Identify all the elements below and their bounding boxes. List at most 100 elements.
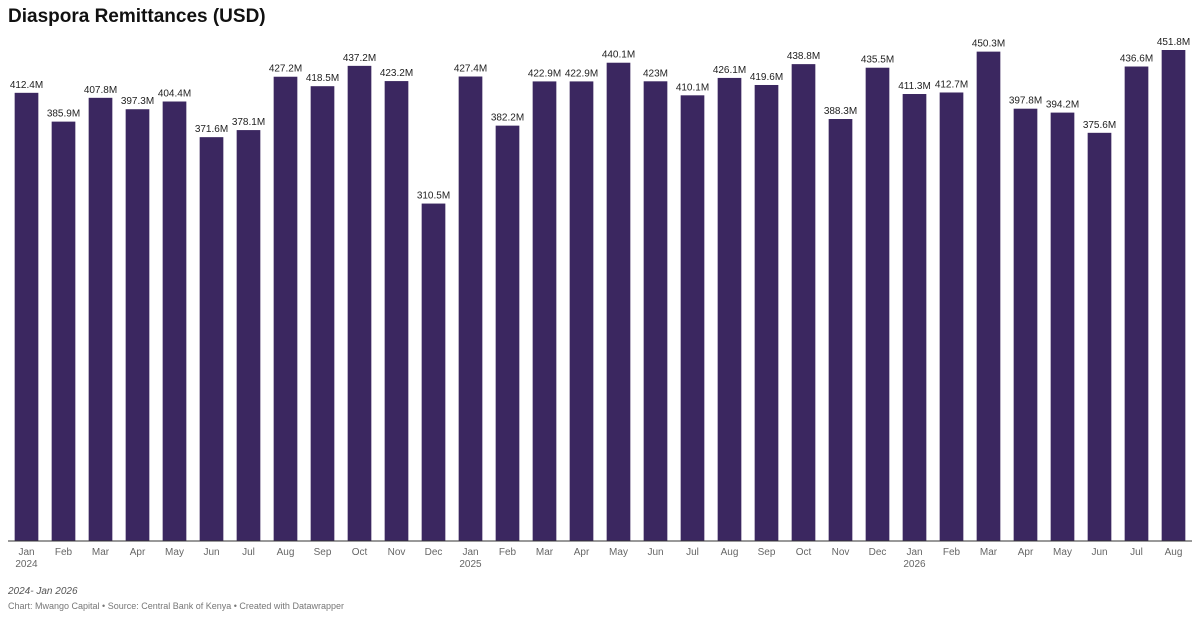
bar-1 <box>51 121 76 542</box>
data-label-15: 422.9M <box>565 68 598 79</box>
data-label-25: 412.7M <box>935 79 968 90</box>
x-tick-label-12: Jan <box>462 547 478 558</box>
data-label-4: 404.4M <box>158 89 191 100</box>
x-tick-label-4: May <box>165 547 184 558</box>
data-label-31: 451.8M <box>1157 37 1190 48</box>
data-label-5: 371.6M <box>195 124 228 135</box>
x-tick-label-17: Jun <box>647 547 663 558</box>
bar-4 <box>162 101 187 541</box>
data-label-12: 427.4M <box>454 64 487 75</box>
data-label-22: 388.3M <box>824 106 857 117</box>
bar-18 <box>680 95 705 541</box>
data-label-6: 378.1M <box>232 117 265 128</box>
data-label-1: 385.9M <box>47 109 80 120</box>
data-label-28: 394.2M <box>1046 100 1079 111</box>
data-label-17: 423M <box>643 68 668 79</box>
x-tick-label-0: Jan <box>18 547 34 558</box>
bar-28 <box>1050 112 1075 541</box>
bar-13 <box>495 125 520 541</box>
bar-11 <box>421 203 446 541</box>
bar-6 <box>236 130 261 541</box>
x-tick-label-31: Aug <box>1165 547 1183 558</box>
bar-21 <box>791 64 816 541</box>
data-label-29: 375.6M <box>1083 120 1116 131</box>
x-tick-label-21: Oct <box>796 547 812 558</box>
data-label-8: 418.5M <box>306 73 339 84</box>
bar-16 <box>606 62 631 541</box>
bar-8 <box>310 86 335 541</box>
x-tick-label-20: Sep <box>758 547 776 558</box>
bar-27 <box>1013 108 1038 541</box>
bar-5 <box>199 137 224 541</box>
x-tick-label-7: Aug <box>277 547 295 558</box>
data-label-26: 450.3M <box>972 39 1005 50</box>
x-tick-label-26: Mar <box>980 547 998 558</box>
chart-note: 2024- Jan 2026 <box>8 586 78 597</box>
bar-20 <box>754 84 779 542</box>
bar-26 <box>976 51 1001 541</box>
x-tick-label-2: Mar <box>92 547 110 558</box>
x-tick-label-13: Feb <box>499 547 517 558</box>
data-label-20: 419.6M <box>750 72 783 83</box>
bar-24 <box>902 94 927 541</box>
x-tick-label-23: Dec <box>869 547 887 558</box>
data-label-24: 411.3M <box>898 81 931 92</box>
bar-30 <box>1124 66 1149 542</box>
x-tick-label-24: Jan <box>906 547 922 558</box>
chart-title: Diaspora Remittances (USD) <box>8 6 266 27</box>
data-label-21: 438.8M <box>787 51 820 62</box>
bar-3 <box>125 109 150 541</box>
x-tick-label-1: Feb <box>55 547 73 558</box>
bar-22 <box>828 119 853 541</box>
bar-7 <box>273 76 298 541</box>
bar-17 <box>643 81 668 542</box>
data-label-27: 397.8M <box>1009 96 1042 107</box>
x-tick-label-25: Feb <box>943 547 961 558</box>
bar-31 <box>1161 50 1186 541</box>
x-tick-label-11: Dec <box>425 547 443 558</box>
bar-19 <box>717 77 742 542</box>
x-tick-label-9: Oct <box>352 547 368 558</box>
data-label-9: 437.2M <box>343 53 376 64</box>
bar-12 <box>458 76 483 542</box>
x-tick-label-14: Mar <box>536 547 554 558</box>
bar-29 <box>1087 132 1112 541</box>
data-label-23: 435.5M <box>861 55 894 66</box>
x-tick-label-24-year: 2026 <box>903 559 926 570</box>
data-label-7: 427.2M <box>269 64 302 75</box>
data-labels-group: 412.4M 385.9M 407.8M 397.3M 404.4M 371.6M 378.… <box>10 37 1190 202</box>
x-tick-label-3: Apr <box>130 547 146 558</box>
bar-2 <box>88 97 113 541</box>
x-tick-label-22: Nov <box>832 547 850 558</box>
chart-footer: Chart: Mwango Capital • Source: Central … <box>8 601 344 611</box>
bars-group <box>14 50 1186 542</box>
data-label-30: 436.6M <box>1120 54 1153 65</box>
data-label-13: 382.2M <box>491 113 524 124</box>
x-tick-label-19: Aug <box>721 547 739 558</box>
data-label-14: 422.9M <box>528 68 561 79</box>
x-tick-label-12-year: 2025 <box>459 559 482 570</box>
x-tick-label-16: May <box>609 547 628 558</box>
data-label-16: 440.1M <box>602 50 635 61</box>
data-label-10: 423.2M <box>380 68 413 79</box>
x-tick-label-5: Jun <box>203 547 219 558</box>
bar-25 <box>939 92 964 542</box>
x-tick-label-28: May <box>1053 547 1072 558</box>
x-tick-label-30: Jul <box>1130 547 1143 558</box>
x-tick-label-18: Jul <box>686 547 699 558</box>
bar-14 <box>532 81 557 541</box>
data-label-3: 397.3M <box>121 96 154 107</box>
bar-9 <box>347 65 372 542</box>
x-tick-label-15: Apr <box>574 547 590 558</box>
bar-15 <box>569 81 594 541</box>
data-label-0: 412.4M <box>10 80 43 91</box>
x-tick-label-29: Jun <box>1091 547 1107 558</box>
x-tick-label-27: Apr <box>1018 547 1034 558</box>
x-tick-label-6: Jul <box>242 547 255 558</box>
x-tick-label-0-year: 2024 <box>15 559 38 570</box>
x-tick-label-8: Sep <box>314 547 332 558</box>
bar-10 <box>384 81 409 541</box>
data-label-11: 310.5M <box>417 191 450 202</box>
